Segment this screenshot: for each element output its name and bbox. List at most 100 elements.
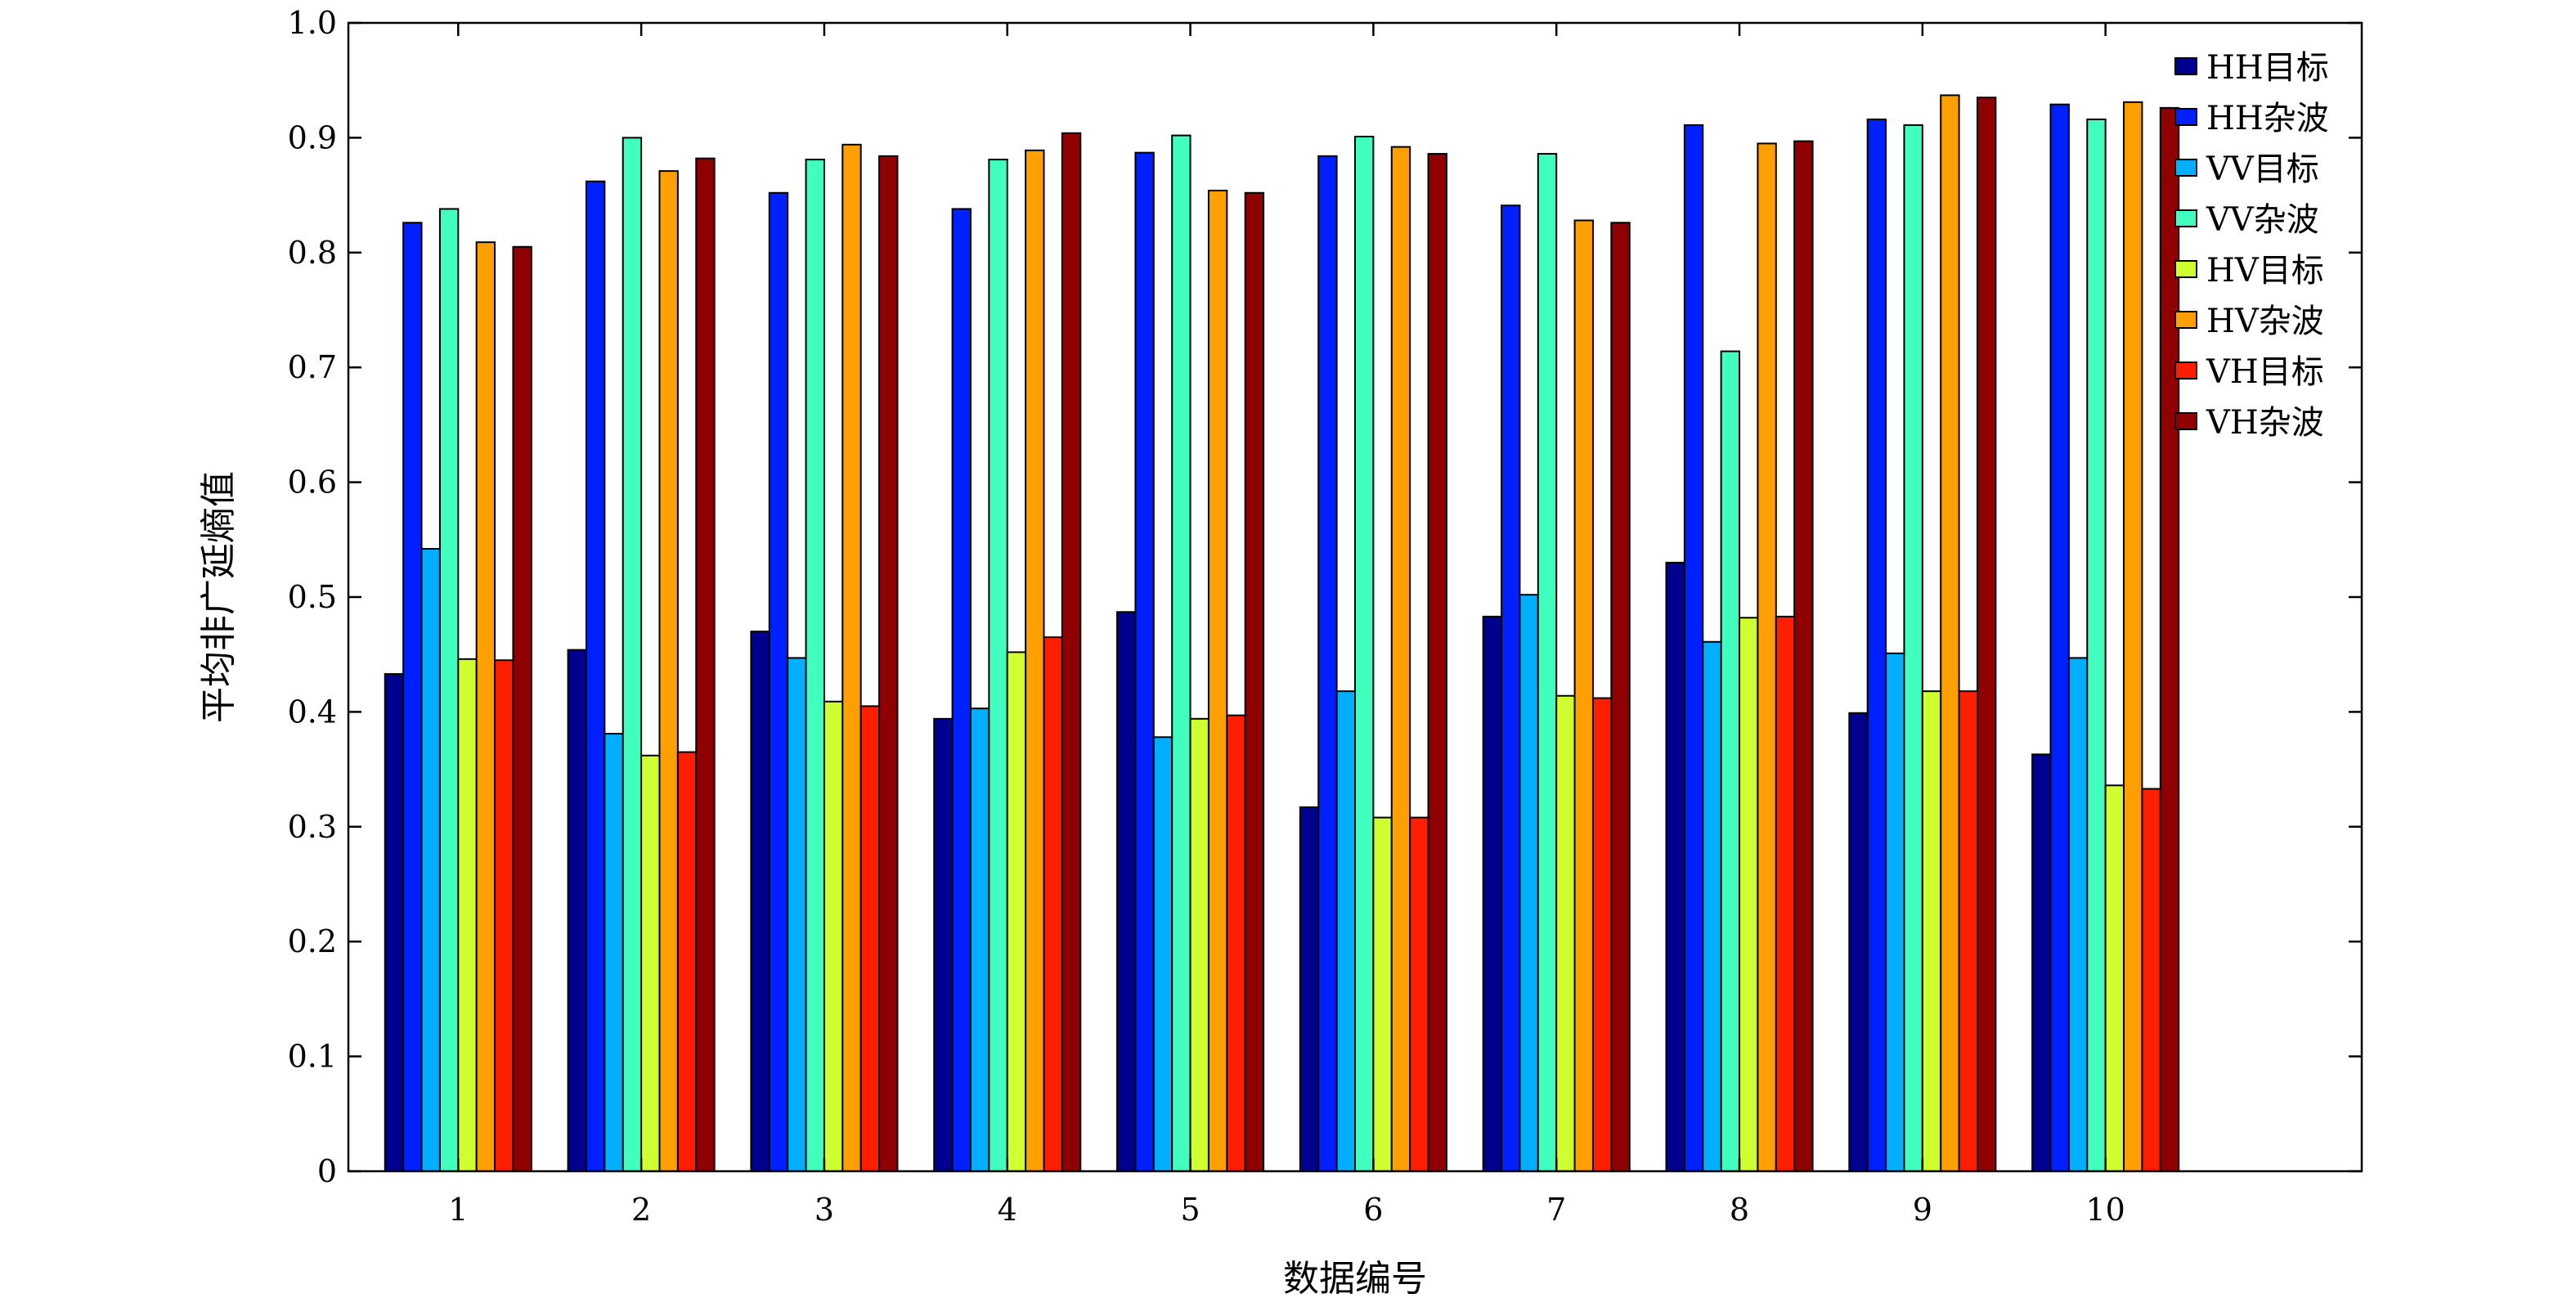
y-tick-label: 0.5 [288,579,337,615]
bar-VH目标-7 [1591,697,1613,1172]
x-tick-label: 3 [815,1192,834,1228]
legend-swatch [2174,209,2197,227]
bar-VH目标-9 [1958,690,1978,1172]
bar-VV目标-8 [1702,640,1722,1172]
bar-VV目标-4 [969,707,990,1172]
y-tick-label: 0.1 [288,1039,337,1075]
bar-VH杂波-5 [1244,191,1265,1173]
bar-VV杂波-2 [622,137,643,1172]
bar-VV杂波-9 [1903,124,1923,1172]
legend-swatch [2174,57,2197,75]
legend-label: VH杂波 [2206,404,2324,442]
x-axis-title: 数据编号 [1283,1258,1427,1300]
bar-HH目标-5 [1116,611,1137,1172]
x-tick-label: 7 [1546,1192,1566,1228]
bar-VH杂波-9 [1976,97,1997,1172]
legend-swatch [2174,412,2197,430]
bar-HV目标-6 [1372,816,1393,1172]
bar-VV杂波-3 [805,159,825,1172]
y-tick-label: 0.8 [288,235,337,271]
bar-HH杂波-1 [402,222,423,1172]
bar-HV杂波-10 [2123,101,2143,1173]
legend-swatch [2174,362,2197,380]
x-tick-label: 6 [1363,1192,1383,1228]
bar-VH目标-4 [1043,636,1063,1172]
bar-VH杂波-7 [1610,222,1631,1172]
bar-VH杂波-3 [878,155,899,1172]
bar-HV目标-3 [823,700,844,1172]
y-tick-label: 0.6 [288,465,337,501]
bar-HV目标-5 [1189,717,1209,1172]
y-tick-label: 0.9 [288,119,337,155]
bar-VV杂波-10 [2086,118,2107,1172]
bar-VV杂波-5 [1171,134,1192,1172]
legend-label: VV杂波 [2206,201,2319,239]
bar-HH目标-4 [933,717,954,1172]
bar-HH杂波-3 [768,191,789,1173]
bar-HH杂波-10 [2049,103,2070,1173]
x-tick-label: 1 [448,1192,468,1228]
bar-VV目标-2 [604,733,624,1172]
bar-VV杂波-1 [438,208,460,1172]
legend-swatch [2174,159,2197,177]
bar-VV目标-10 [2067,657,2089,1172]
bar-HV杂波-9 [1940,94,1960,1172]
bar-VV杂波-6 [1354,135,1375,1173]
bar-HV杂波-5 [1207,189,1228,1172]
bar-VV目标-3 [787,657,807,1172]
bar-VV杂波-8 [1720,350,1741,1172]
y-tick-label: 0.2 [288,923,337,959]
bar-HV目标-1 [457,658,478,1172]
bar-HV目标-7 [1555,694,1576,1172]
bar-VH杂波-1 [512,245,532,1172]
x-tick-label: 4 [998,1192,1017,1228]
bar-HH杂波-8 [1683,124,1704,1172]
y-tick-label: 0.7 [288,349,337,385]
bar-VH目标-3 [859,705,881,1172]
y-tick-label: 1.0 [288,5,337,41]
bar-HV杂波-8 [1757,142,1777,1172]
bar-VV杂波-7 [1537,153,1558,1172]
bar-VH目标-6 [1409,816,1429,1172]
legend-label: VH目标 [2206,353,2324,391]
x-tick-label: 9 [1913,1192,1932,1228]
bar-HH目标-6 [1299,806,1320,1172]
bar-VV目标-5 [1152,736,1174,1172]
bar-HH杂波-9 [1866,118,1887,1172]
bar-VH目标-1 [494,659,514,1172]
y-axis-title: 平均非广延熵值 [198,471,240,723]
bar-VH目标-2 [676,751,698,1172]
bar-VV目标-1 [420,548,441,1172]
bar-VH目标-8 [1775,615,1796,1172]
bar-VV杂波-4 [988,159,1008,1172]
bar-HH杂波-2 [585,180,606,1173]
legend-swatch [2174,108,2197,126]
bar-VV目标-6 [1335,690,1356,1172]
bar-HV杂波-6 [1390,146,1411,1173]
bar-HV目标-9 [1921,690,1942,1172]
bar-VH目标-10 [2141,788,2161,1173]
bar-HH杂波-6 [1317,155,1338,1172]
bar-HV杂波-7 [1573,219,1594,1172]
x-tick-label: 5 [1180,1192,1200,1228]
legend-label: HV杂波 [2206,303,2324,340]
bars-layer [384,94,2180,1173]
legend-label: VV目标 [2206,150,2319,188]
bar-VH杂波-2 [695,157,716,1172]
bar-VH杂波-4 [1061,132,1082,1172]
x-tick-label: 10 [2085,1192,2125,1228]
bar-VV目标-7 [1519,594,1539,1172]
bar-HV杂波-3 [841,143,862,1173]
bar-HH目标-2 [567,649,587,1172]
legend: HH目标 HH杂波 VV目标 VV杂波 HV目标 HV杂波 VH目标 VH杂波 [2174,49,2329,442]
y-tick-label: 0.3 [288,809,337,845]
bar-HH目标-8 [1665,561,1685,1172]
bar-HV目标-8 [1739,617,1759,1172]
legend-swatch [2174,260,2197,278]
bar-HV杂波-4 [1025,149,1045,1172]
bar-HH杂波-4 [951,208,972,1172]
y-tick-label: 0.4 [288,694,337,730]
legend-label: HH杂波 [2206,100,2329,137]
legend-swatch [2174,311,2197,329]
